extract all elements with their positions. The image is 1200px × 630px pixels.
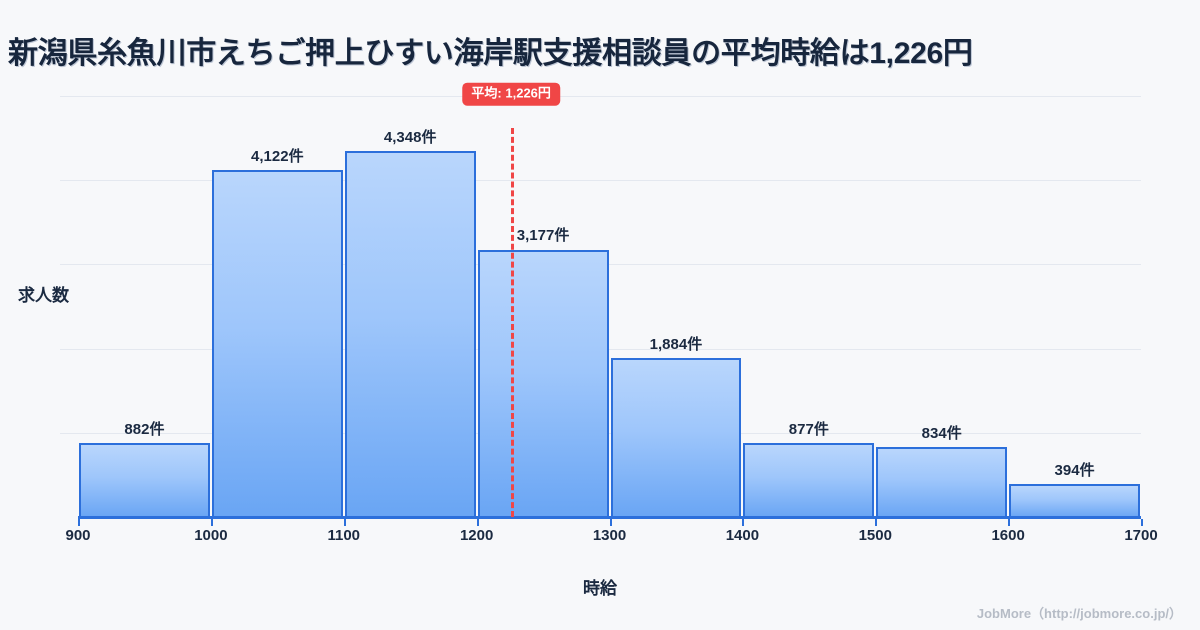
bar-value-label: 4,122件 [251,147,304,165]
page-title: 新潟県糸魚川市えちご押上ひすい海岸駅支援相談員の平均時給は1,226円 [8,37,973,70]
x-axis-line [78,516,1141,519]
y-axis-label: 求人数 [18,286,69,305]
bar-value-label: 1,884件 [649,336,703,354]
histogram-bar[interactable] [876,446,1008,517]
gridline [60,96,1141,97]
x-axis-label: 時給 [583,579,617,598]
bar-value-label: 394件 [1054,461,1095,479]
histogram-bar[interactable] [743,443,875,517]
x-axis-tick [476,519,479,526]
bars-layer: 882件 4,122件 4,348件 3,177件 1,884件 877件 834件 394件 [78,96,1141,517]
histogram-bar[interactable] [477,249,609,517]
x-axis-tick-label: 1700 [1124,527,1158,544]
x-axis-tick [210,519,213,526]
histogram-bar[interactable] [211,169,343,517]
chart-plot-area: 882件 4,122件 4,348件 3,177件 1,884件 877件 834件 394件 [60,96,1141,517]
gridline [60,180,1141,182]
x-axis-tick-label: 1100 [327,527,361,544]
x-axis-tick [875,519,878,526]
bar-value-label: 3,177件 [516,227,570,245]
histogram-bar[interactable] [344,150,476,517]
x-axis-tick [1008,519,1011,526]
histogram-bar[interactable] [610,358,742,517]
bar-value-label: 4,348件 [383,128,437,146]
x-axis-tick-label: 1300 [592,527,627,544]
x-axis-tick-label: 1600 [991,527,1025,544]
x-axis-tick [742,519,745,526]
x-axis-tick [1141,519,1143,526]
x-axis-tick-label: 1200 [459,527,494,544]
x-axis-tick-label: 1000 [194,527,228,544]
x-axis-tick-label: 1400 [725,527,760,544]
x-axis-tick [609,519,612,526]
histogram-bar[interactable] [1009,483,1140,517]
x-axis-tick [343,519,346,526]
average-line [511,128,515,517]
x-axis-tick [78,519,80,526]
histogram-bar[interactable] [79,442,210,517]
watermark: JobMore（http://jobmore.co.jp/） [976,606,1182,621]
bar-value-label: 877件 [788,421,829,439]
bar-value-label: 882件 [124,420,165,438]
average-badge: 平均: 1,226円 [462,82,560,106]
bar-value-label: 834件 [921,424,962,442]
x-axis-tick-label: 900 [65,527,91,544]
x-axis-tick-label: 1500 [858,527,892,544]
